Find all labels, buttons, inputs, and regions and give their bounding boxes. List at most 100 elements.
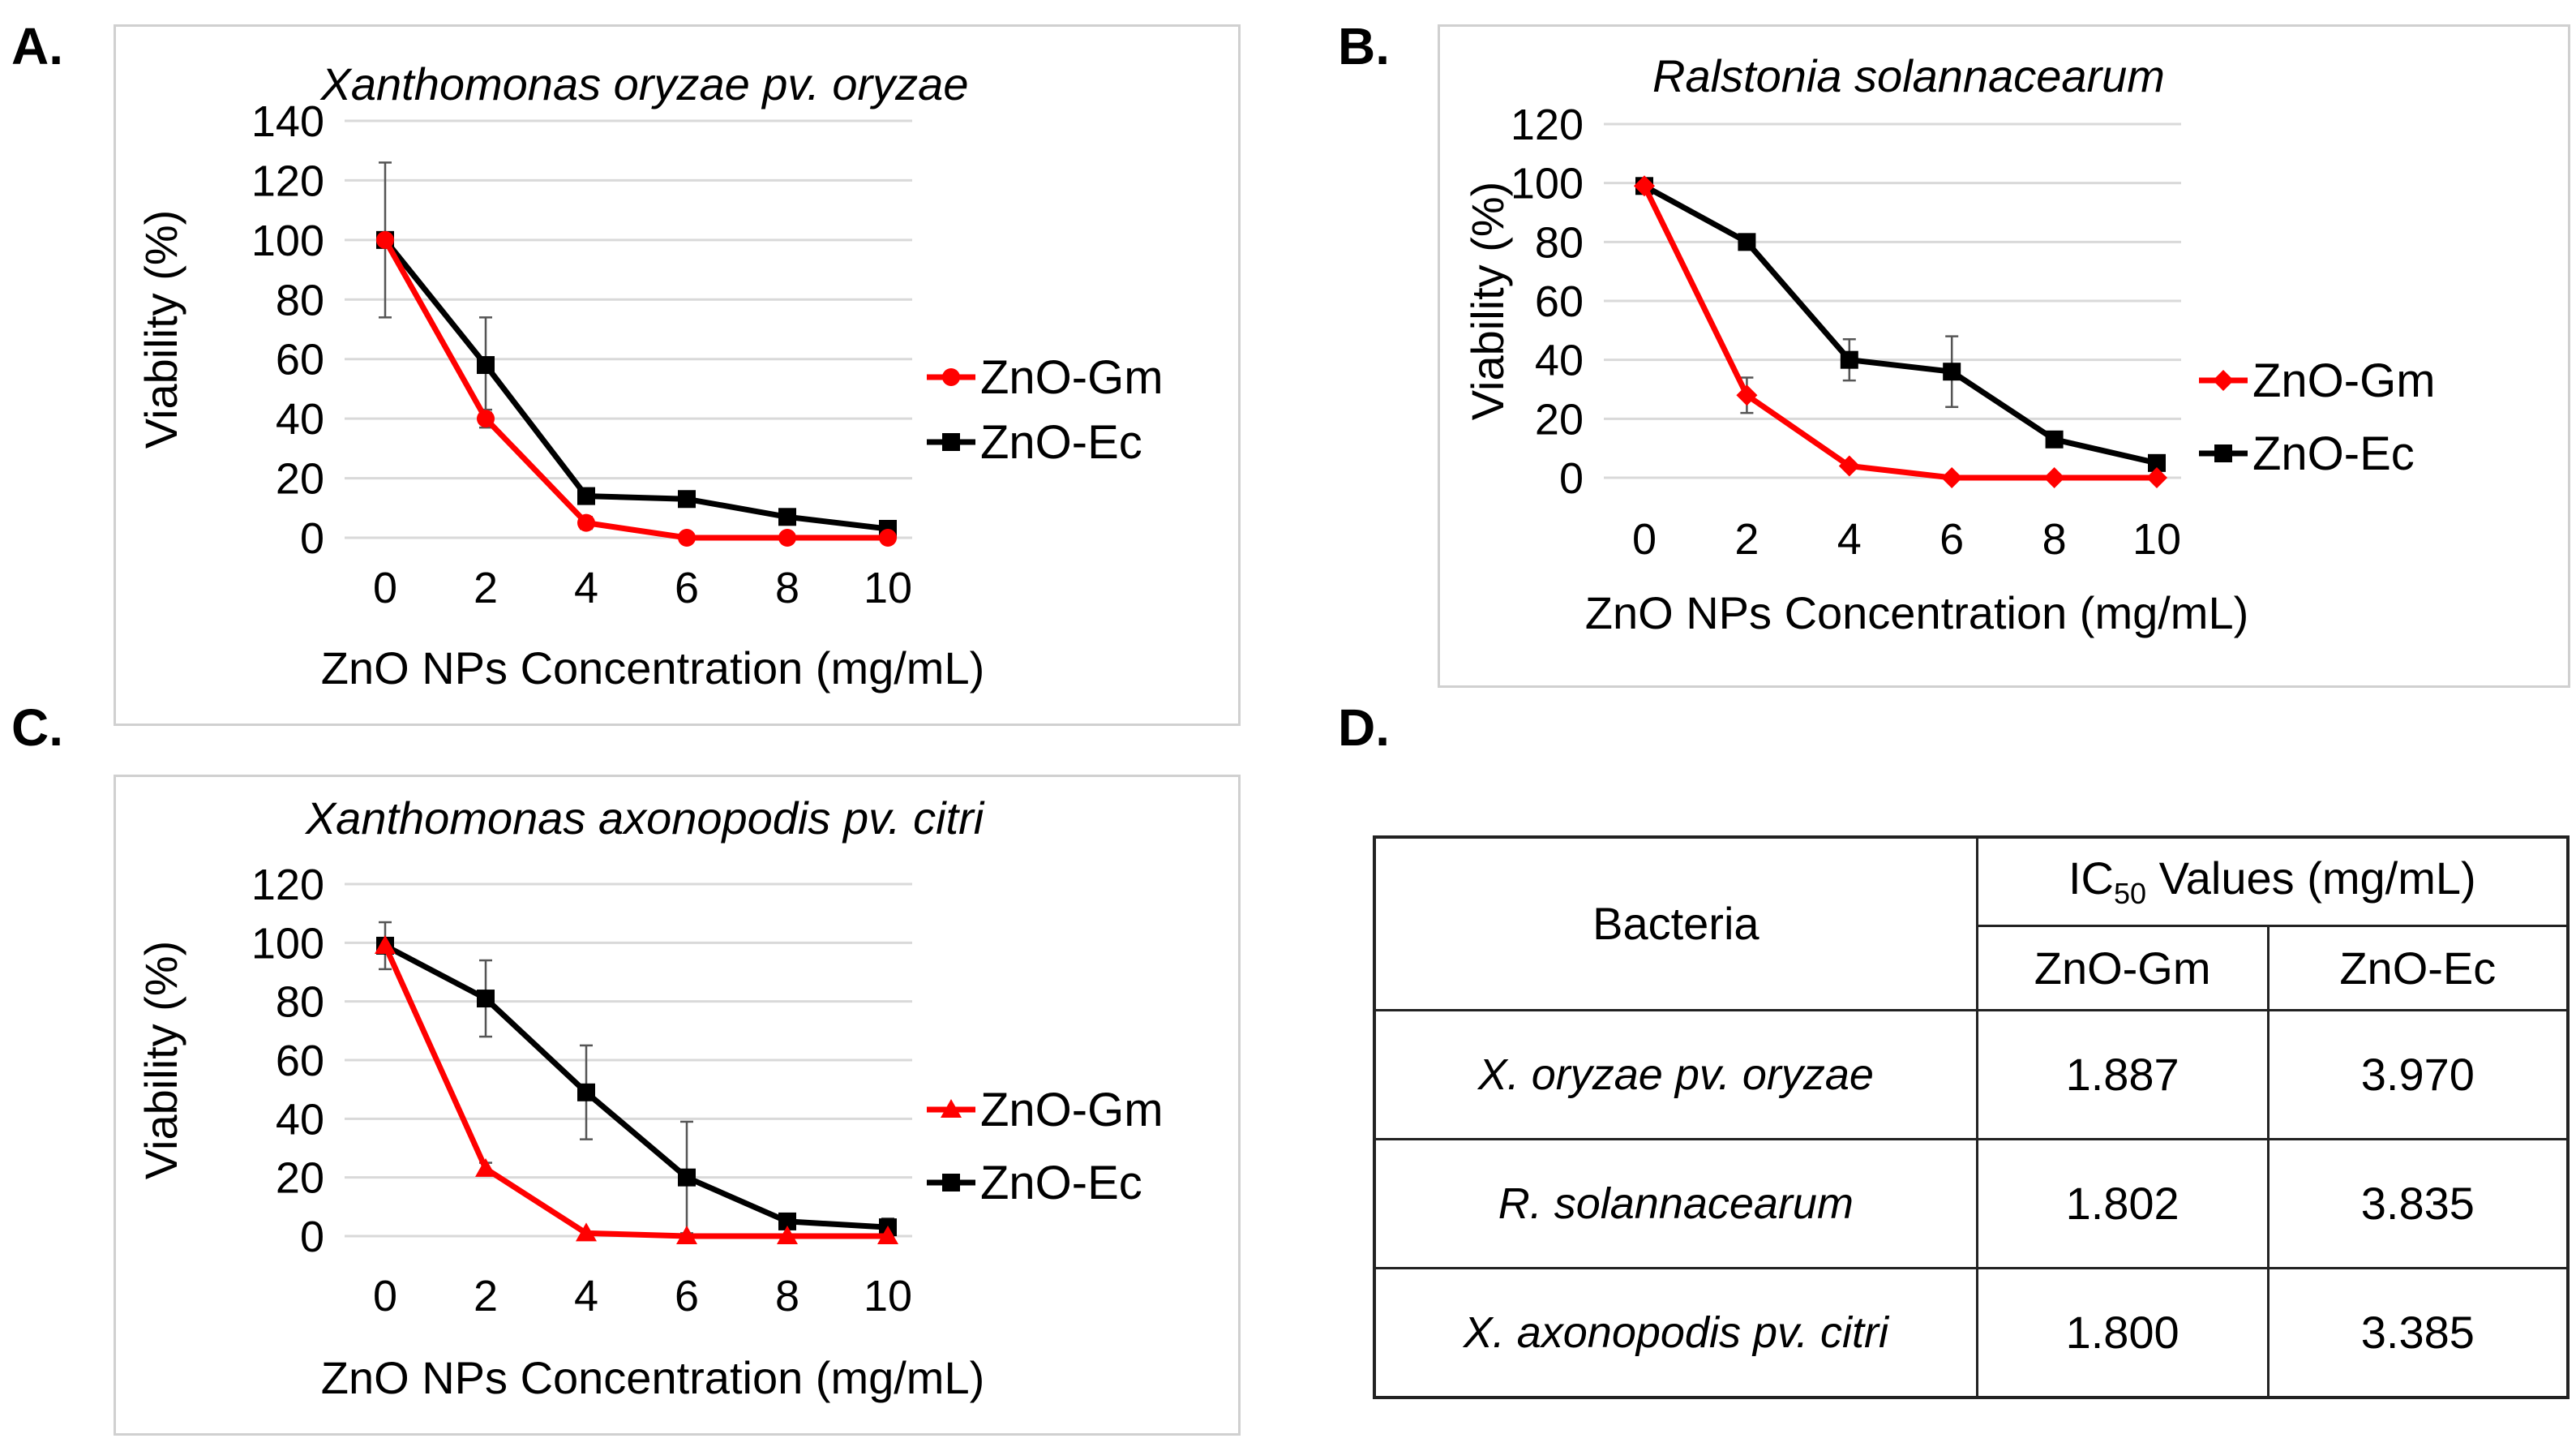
panel-label-c: C. [11, 698, 63, 757]
panel-label-d: D. [1338, 698, 1390, 757]
row-gm-value: 1.802 [1975, 1137, 2270, 1269]
data-point-zno-ec [2148, 453, 2166, 472]
data-point-zno-gm [676, 1226, 697, 1244]
x-tick-label: 0 [373, 564, 397, 612]
y-axis-label: Viability (%) [135, 941, 186, 1180]
y-tick-label: 20 [276, 455, 324, 504]
series-line-zno-gm [382, 944, 888, 1239]
chart-a-frame: Xanthomonas oryzae pv. oryzae 0 20 40 60 80 10… [114, 24, 1241, 726]
series-line-zno-ec [383, 238, 889, 532]
x-tick-label: 4 [574, 564, 598, 612]
series-line-zno-ec [384, 942, 889, 1230]
x-axis-label: ZnO NPs Concentration (mg/mL) [321, 642, 984, 693]
legend-marker [2213, 370, 2234, 391]
x-tick-label: 10 [2132, 515, 2181, 564]
panel-label-a: A. [11, 17, 63, 75]
y-tick-label: 100 [1511, 160, 1584, 208]
x-tick-label: 6 [1940, 515, 1964, 564]
y-axis-label: Viability (%) [1462, 182, 1513, 421]
x-tick-label: 2 [474, 564, 498, 612]
data-point-zno-ec [477, 356, 495, 375]
data-point-zno-ec [2045, 430, 2064, 449]
x-tick-label: 8 [775, 1272, 799, 1320]
data-point-zno-gm [1634, 175, 1655, 197]
legend-label: ZnO-Ec [980, 1157, 1142, 1209]
data-point-zno-gm [777, 1226, 798, 1244]
chart-c-frame: Xanthomonas axonopodis pv. citri 0 20 40 60 8… [114, 775, 1241, 1436]
y-tick-label: 80 [276, 978, 324, 1027]
panel-label-b: B. [1338, 17, 1390, 75]
x-tick-label: 8 [2042, 515, 2067, 564]
x-tick-label: 2 [474, 1272, 498, 1320]
x-axis-label: ZnO NPs Concentration (mg/mL) [321, 1352, 984, 1403]
chart-title: Xanthomonas oryzae pv. oryzae [319, 58, 969, 109]
header-ic50-sub: 50 [2113, 877, 2147, 911]
header-bacteria: Bacteria [1373, 835, 1978, 1011]
chart-b: Ralstonia solannacearum 0 20 40 60 80 100 120 0 2… [1462, 50, 2436, 638]
x-tick-label: 8 [775, 564, 799, 612]
y-tick-label: 0 [300, 514, 324, 563]
y-tick-label: 0 [300, 1213, 324, 1261]
x-tick-label: 0 [1632, 515, 1657, 564]
table-row: R. solannacearum 1.802 3.835 [1373, 1137, 2570, 1269]
y-tick-label: 80 [1535, 218, 1584, 267]
data-point-zno-ec [477, 990, 495, 1008]
x-tick-label: 10 [864, 1272, 912, 1320]
y-tick-label: 40 [276, 1095, 324, 1144]
data-point-zno-ec [577, 487, 595, 505]
y-tick-label: 120 [251, 157, 324, 205]
data-point-zno-gm [678, 529, 696, 547]
y-tick-label: 120 [1511, 101, 1584, 149]
chart-c: Xanthomonas axonopodis pv. citri02040608… [135, 792, 1164, 1403]
table-row: X. axonopodis pv. citri 1.800 3.385 [1373, 1266, 2570, 1399]
x-tick-label: 6 [675, 1272, 699, 1320]
chart-b-frame: Ralstonia solannacearum 0 20 40 60 80 100 120 0 2… [1438, 24, 2570, 688]
y-tick-label: 80 [276, 276, 324, 324]
data-point-zno-gm [2043, 467, 2065, 488]
data-point-zno-gm [2146, 467, 2167, 488]
data-point-zno-ec [778, 508, 796, 526]
y-tick-label: 60 [276, 1037, 324, 1085]
legend-label: ZnO-Ec [980, 416, 1142, 469]
y-tick-label: 20 [1535, 395, 1584, 444]
legend-label: ZnO-Ec [2252, 427, 2415, 480]
data-point-zno-gm [877, 1226, 898, 1244]
data-point-zno-ec [678, 490, 696, 509]
row-gm-value: 1.800 [1975, 1266, 2270, 1399]
data-point-zno-gm [376, 230, 394, 249]
y-tick-label: 40 [276, 395, 324, 444]
series-line-zno-gm [1641, 184, 2157, 481]
series-line-zno-gm [382, 238, 888, 541]
series-line-zno-ec [1643, 183, 2158, 466]
x-tick-label: 2 [1734, 515, 1759, 564]
legend-label: ZnO-Gm [2252, 354, 2436, 407]
y-tick-label: 60 [276, 336, 324, 384]
row-bacteria: R. solannacearum [1373, 1137, 1978, 1269]
y-tick-label: 120 [251, 861, 324, 909]
row-bacteria: X. oryzae pv. oryzae [1373, 1008, 1978, 1140]
header-col-gm: ZnO-Gm [1975, 924, 2270, 1011]
row-ec-value: 3.970 [2266, 1008, 2570, 1140]
x-axis-label: ZnO NPs Concentration (mg/mL) [1585, 587, 2248, 638]
data-point-zno-gm [576, 1222, 597, 1242]
y-tick-label: 100 [251, 217, 324, 265]
row-bacteria: X. axonopodis pv. citri [1373, 1266, 1978, 1399]
row-gm-value: 1.887 [1975, 1008, 2270, 1140]
header-ic50-prefix: IC [2068, 852, 2114, 904]
legend-marker [942, 1174, 960, 1192]
data-point-zno-gm [879, 529, 897, 547]
data-point-zno-ec [577, 1083, 595, 1101]
legend-marker [942, 433, 960, 451]
chart-title: Xanthomonas axonopodis pv. citri [304, 792, 985, 844]
data-point-zno-ec [778, 1212, 796, 1230]
ic50-table: Bacteria IC50 Values (mg/mL) ZnO-Gm ZnO-… [1373, 835, 2570, 1399]
legend-marker [941, 1099, 962, 1118]
data-point-zno-gm [475, 1157, 496, 1177]
y-tick-label: 40 [1535, 337, 1584, 385]
y-tick-label: 100 [251, 919, 324, 968]
data-point-zno-gm [778, 529, 796, 547]
header-ic50-suffix: Values (mg/mL) [2146, 852, 2476, 904]
row-ec-value: 3.385 [2266, 1266, 2570, 1399]
data-point-zno-gm [1941, 467, 1963, 488]
data-point-zno-ec [1840, 350, 1858, 369]
